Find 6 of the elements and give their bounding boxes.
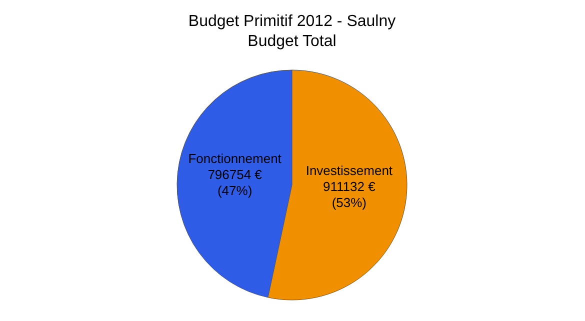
chart-subtitle: Budget Total (248, 33, 336, 50)
data-label: 796754 € (47%) (208, 166, 263, 198)
slice-label: Investissement (306, 163, 393, 178)
data-label: 911132 € (53%) (323, 179, 376, 210)
slice-label: Fonctionnement (188, 150, 282, 166)
chart-title: Budget Primitif 2012 - Saulny (188, 13, 396, 30)
